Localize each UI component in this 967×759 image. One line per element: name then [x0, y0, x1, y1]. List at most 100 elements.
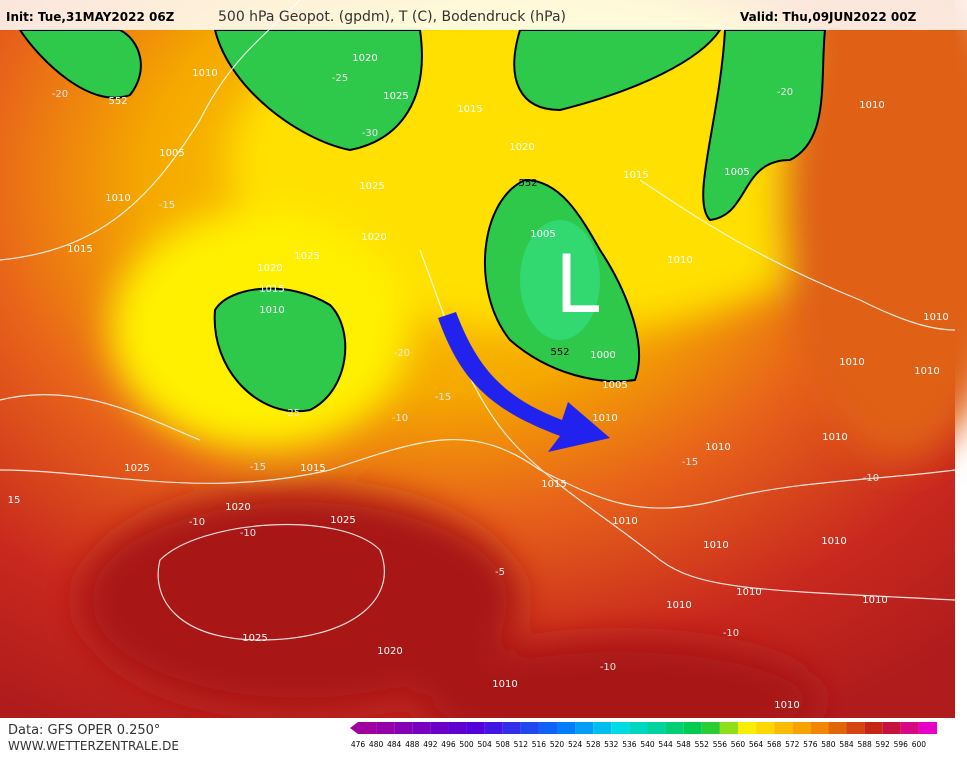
label: 1010	[859, 100, 884, 111]
label: 1020	[377, 646, 402, 657]
label: 1010	[914, 366, 939, 377]
label: -25	[284, 408, 300, 419]
colorbar-label: 548	[677, 740, 692, 749]
colorbar-swatch	[647, 722, 666, 734]
colorbar-swatch	[484, 722, 503, 734]
site: WWW.WETTERZENTRALE.DE	[8, 739, 179, 753]
label: 1005	[530, 229, 555, 240]
label: -5	[495, 567, 505, 578]
label: 1015	[623, 170, 648, 181]
colorbar-label: 488	[405, 740, 420, 749]
label: 1010	[666, 600, 691, 611]
label: 1015	[259, 284, 284, 295]
label: -15	[250, 462, 266, 473]
colorbar-label: 476	[351, 740, 366, 749]
label: 1020	[509, 142, 534, 153]
label: -20	[394, 348, 410, 359]
colorbar-label: 536	[622, 740, 637, 749]
label: -10	[189, 517, 205, 528]
colorbar-label: 600	[912, 740, 927, 749]
label: 1025	[359, 181, 384, 192]
label: -10	[240, 528, 256, 539]
colorbar-label: 516	[532, 740, 547, 749]
colorbar-label: 532	[604, 740, 619, 749]
colorbar-label: 588	[857, 740, 872, 749]
colorbar-label: 584	[839, 740, 854, 749]
colorbar-label: 564	[749, 740, 764, 749]
colorbar-swatch	[394, 722, 413, 734]
map-title: 500 hPa Geopot. (gpdm), T (C), Bodendruc…	[218, 9, 566, 25]
label: 1010	[822, 432, 847, 443]
colorbar-swatch	[575, 722, 594, 734]
label: 1025	[124, 463, 149, 474]
label: 1010	[259, 305, 284, 316]
colorbar-swatch	[792, 722, 811, 734]
label: 1015	[541, 479, 566, 490]
colorbar-label: 540	[640, 740, 655, 749]
contour-labels: 1010 552 -20 1020 1025 -25 -30 1015 1020…	[8, 53, 949, 711]
label: -10	[723, 628, 739, 639]
colorbar-label: 508	[496, 740, 511, 749]
colorbar-swatch	[737, 722, 757, 734]
colorbar-swatch	[430, 722, 449, 734]
colorbar-swatch	[683, 722, 702, 734]
label: -20	[52, 89, 68, 100]
label: 1010	[736, 587, 761, 598]
colorbar-label: 592	[876, 740, 891, 749]
colorbar-swatch	[756, 722, 775, 734]
colorbar-label: 528	[586, 740, 601, 749]
label: -15	[435, 392, 451, 403]
label: 552	[518, 178, 537, 189]
colorbar: 476 480 484 488 492 496 500 504 508 512 516 520 524 5…	[350, 722, 937, 749]
low-marker: L	[555, 238, 600, 331]
colorbar-swatch	[412, 722, 431, 734]
label: 1010	[492, 679, 517, 690]
colorbar-swatch	[810, 722, 829, 734]
label: 1025	[294, 251, 319, 262]
colorbar-swatch	[629, 722, 648, 734]
colorbar-swatch	[665, 722, 684, 734]
label: 1010	[703, 540, 728, 551]
label: -10	[863, 473, 879, 484]
label: 1020	[352, 53, 377, 64]
colorbar-swatch	[557, 722, 576, 734]
colorbar-swatch	[774, 722, 793, 734]
label: 1005	[602, 380, 627, 391]
label: 1010	[705, 442, 730, 453]
label: -25	[332, 73, 348, 84]
label: 1020	[257, 263, 282, 274]
valid-time: Valid: Thu,09JUN2022 00Z	[740, 10, 917, 24]
label: -15	[682, 457, 698, 468]
label: 1010	[774, 700, 799, 711]
label: 552	[550, 347, 569, 358]
colorbar-swatch	[358, 722, 377, 734]
colorbar-swatch	[701, 722, 720, 734]
label: 1025	[330, 515, 355, 526]
header-bar	[0, 0, 967, 30]
label: 1015	[457, 104, 482, 115]
colorbar-swatch	[900, 722, 919, 734]
label: -20	[777, 87, 793, 98]
colorbar-label: 512	[514, 740, 529, 749]
init-time: Init: Tue,31MAY2022 06Z	[6, 10, 175, 24]
colorbar-swatch	[376, 722, 395, 734]
colorbar-label: 560	[731, 740, 746, 749]
colorbar-label: 492	[423, 740, 438, 749]
colorbar-label: 572	[785, 740, 800, 749]
colorbar-swatch	[448, 722, 467, 734]
label: 552	[108, 96, 127, 107]
colorbar-end	[350, 722, 358, 734]
colorbar-label: 576	[803, 740, 818, 749]
label: -10	[600, 662, 616, 673]
label: -10	[392, 413, 408, 424]
colorbar-swatch	[538, 722, 558, 734]
colorbar-swatch	[466, 722, 485, 734]
label: 1025	[242, 633, 267, 644]
colorbar-swatch	[593, 722, 612, 734]
label: 1015	[67, 244, 92, 255]
colorbar-swatch	[864, 722, 883, 734]
colorbar-label: 504	[477, 740, 492, 749]
colorbar-swatch	[918, 722, 937, 734]
